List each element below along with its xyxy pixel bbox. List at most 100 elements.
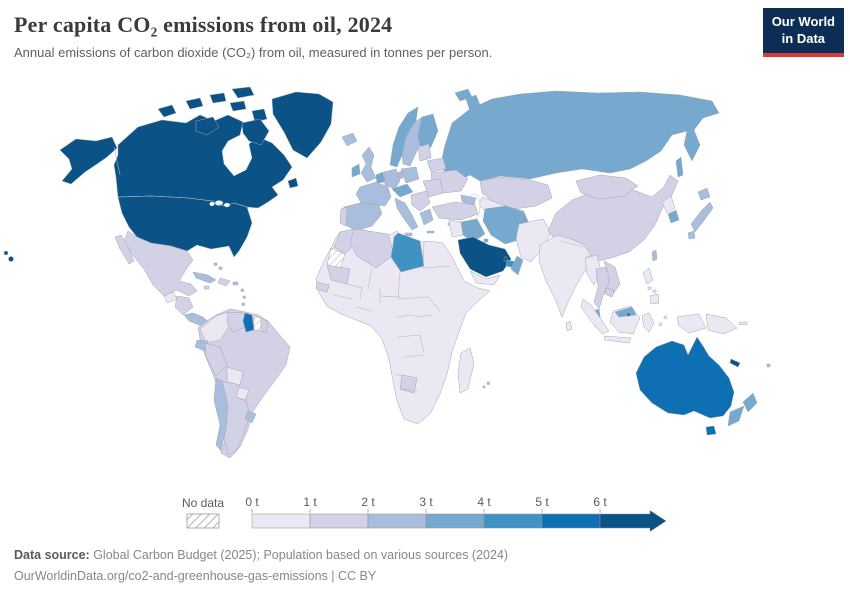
map-region-madagascar[interactable] [457, 347, 475, 394]
map-region-morocco[interactable] [333, 228, 358, 255]
map-region-greece[interactable] [419, 208, 434, 226]
map-region-bahamas[interactable] [213, 262, 218, 266]
map-region-russia[interactable] [465, 94, 481, 112]
map-region-lesser-antilles[interactable] [240, 288, 244, 292]
map-region-philippines[interactable] [652, 289, 657, 293]
map-region-canada[interactable] [287, 177, 299, 189]
map-region-papua-new-guinea[interactable] [738, 321, 748, 325]
map-region-indonesia[interactable] [641, 312, 655, 333]
map-region-botswana[interactable] [399, 374, 418, 394]
map-region-kazakhstan[interactable] [479, 176, 553, 210]
map-region-turkey[interactable] [431, 201, 479, 221]
map-region-lesser-antilles[interactable] [241, 302, 245, 306]
map-region-kuwait[interactable] [483, 238, 489, 243]
map-region-united-states[interactable] [3, 250, 9, 256]
map-region-indonesia[interactable] [603, 335, 632, 344]
map-region-mauritius[interactable] [482, 385, 486, 389]
map-region-guyana[interactable] [242, 312, 255, 333]
map-region-canada[interactable] [231, 86, 255, 99]
map-region-mexico[interactable] [114, 234, 135, 265]
map-region-benelux[interactable] [375, 171, 386, 184]
map-region-australia[interactable] [635, 336, 735, 419]
map-region-belarus[interactable] [426, 157, 447, 173]
map-region-papua-new-guinea[interactable] [705, 313, 738, 335]
map-region-iraq[interactable] [460, 218, 486, 243]
map-region-mexico[interactable] [123, 230, 198, 297]
map-region-indonesia[interactable] [658, 322, 662, 326]
map-region-portugal[interactable] [339, 206, 348, 227]
map-region-suriname[interactable] [253, 315, 262, 332]
map-region-italy[interactable] [394, 197, 419, 231]
map-region-iceland[interactable] [341, 132, 358, 147]
map-region-north-korea[interactable] [661, 195, 676, 214]
owid-logo[interactable]: Our World in Data [762, 8, 844, 57]
map-region-lesser-antilles[interactable] [242, 295, 246, 299]
map-region-indonesia[interactable] [676, 313, 707, 334]
map-region-oman[interactable] [510, 255, 524, 276]
map-region-italy[interactable] [404, 232, 413, 237]
map-region-chile[interactable] [213, 377, 229, 452]
map-region-canada[interactable] [157, 104, 177, 118]
map-region-canada[interactable] [185, 97, 204, 110]
map-region-sri-lanka[interactable] [565, 320, 573, 332]
map-region-greenland[interactable] [271, 91, 334, 159]
map-region-greece[interactable] [426, 230, 435, 234]
map-region-south-korea[interactable] [667, 209, 680, 224]
map-region-senegal[interactable] [315, 281, 330, 293]
map-region-czech-austria[interactable] [391, 183, 414, 198]
map-region-canada[interactable] [241, 118, 270, 146]
map-region-canada[interactable] [251, 108, 268, 123]
legend-swatch-2-3[interactable] [367, 513, 427, 529]
map-region-canada[interactable] [209, 92, 227, 104]
map-region-philippines[interactable] [647, 286, 652, 290]
map-region-russia[interactable] [439, 90, 720, 182]
map-region-mongolia[interactable] [575, 174, 639, 200]
map-region-taiwan[interactable] [651, 249, 658, 262]
map-region-fiji[interactable] [766, 363, 771, 368]
map-region-japan[interactable] [697, 187, 711, 201]
map-region-new-zealand[interactable] [742, 392, 758, 413]
map-region-philippines[interactable] [642, 267, 654, 285]
map-region-qatar[interactable] [503, 256, 508, 262]
map-region-indonesia[interactable] [580, 298, 610, 335]
map-region-france[interactable] [355, 181, 392, 207]
map-region-indonesia[interactable] [663, 315, 667, 319]
legend-swatch-4-5[interactable] [483, 513, 543, 529]
map-region-finland[interactable] [417, 113, 439, 152]
map-region-new-zealand[interactable] [727, 405, 745, 427]
map-region-brunei[interactable] [626, 312, 631, 317]
map-region-mauritius[interactable] [486, 381, 490, 385]
map-region-united-states[interactable] [8, 256, 14, 262]
map-region-uruguay[interactable] [244, 410, 257, 424]
map-region-balkans[interactable] [410, 190, 431, 212]
map-region-peru[interactable] [204, 342, 228, 377]
map-region-norway[interactable] [389, 106, 419, 168]
legend-swatch-3-4[interactable] [425, 513, 485, 529]
map-region-canada[interactable] [229, 100, 247, 112]
legend-swatch-1-2[interactable] [309, 513, 369, 529]
license-line[interactable]: OurWorldinData.org/co2-and-greenhouse-ga… [14, 568, 377, 583]
map-region-philippines[interactable] [649, 293, 660, 305]
map-region-ireland[interactable] [351, 163, 361, 178]
map-region-bahamas[interactable] [218, 266, 223, 270]
map-region-russia[interactable] [675, 156, 684, 178]
map-region-canada[interactable] [195, 116, 220, 136]
map-region-cambodia[interactable] [604, 287, 615, 298]
map-region-venezuela[interactable] [226, 311, 248, 333]
legend-swatch-5-6[interactable] [541, 513, 601, 529]
map-region-cuba[interactable] [192, 271, 217, 284]
map-region-united-kingdom[interactable] [360, 146, 377, 183]
map-region-baltics[interactable] [417, 143, 432, 162]
map-region-germany[interactable] [383, 168, 401, 190]
map-region-puerto-rico[interactable] [232, 281, 239, 286]
map-region-japan[interactable] [690, 201, 714, 233]
map-region-thailand[interactable] [593, 266, 610, 310]
map-region-yemen[interactable] [469, 270, 501, 286]
map-region-libya[interactable] [390, 232, 425, 273]
map-region-algeria[interactable] [349, 228, 395, 269]
no-data-swatch[interactable] [186, 513, 220, 529]
legend-swatch-6-plus-arrow[interactable] [599, 510, 667, 532]
map-region-hispaniola[interactable] [217, 277, 231, 287]
map-region-french-guiana[interactable] [260, 317, 269, 334]
map-region-jamaica[interactable] [203, 285, 210, 290]
